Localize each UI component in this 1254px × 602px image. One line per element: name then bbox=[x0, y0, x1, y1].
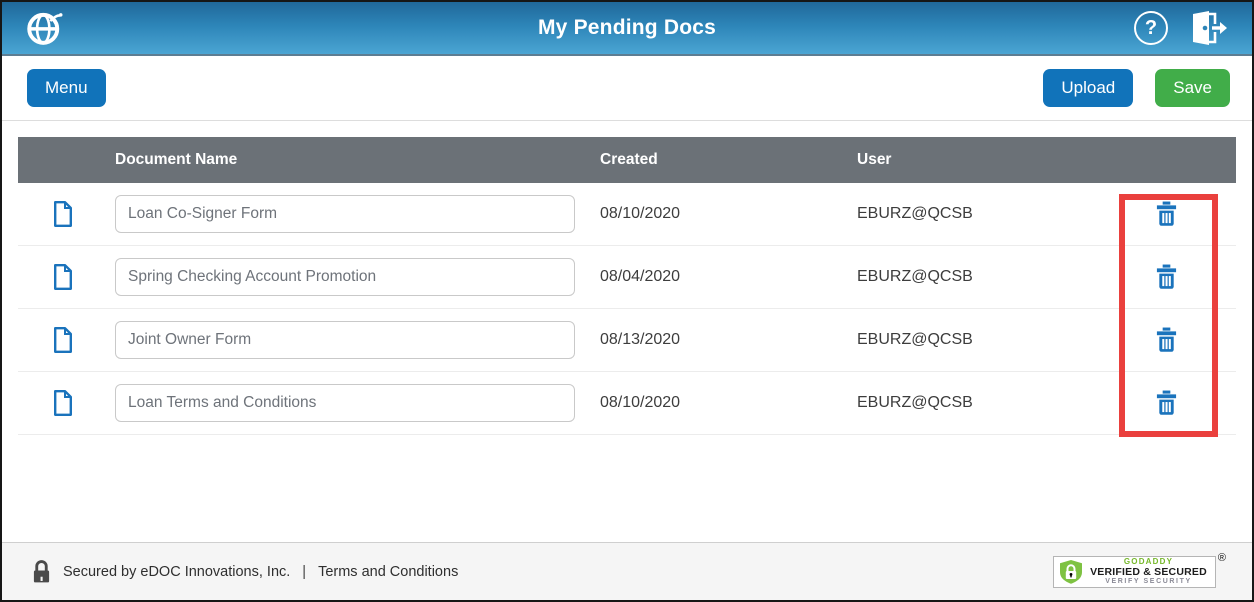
pending-docs-table: Document Name Created User 08/10/2020 EB… bbox=[18, 137, 1236, 435]
godaddy-verified-seal[interactable]: GODADDY VERIFIED & SECURED VERIFY SECURI… bbox=[1053, 555, 1216, 588]
table-header-row: Document Name Created User bbox=[18, 137, 1236, 183]
upload-button[interactable]: Upload bbox=[1043, 68, 1134, 108]
menu-button[interactable]: Menu bbox=[27, 68, 106, 108]
table-row: 08/10/2020 EBURZ@QCSB bbox=[18, 183, 1236, 246]
toolbar: Menu Upload Save bbox=[2, 56, 1252, 121]
document-name-cell bbox=[108, 258, 588, 296]
document-name-cell bbox=[108, 195, 588, 233]
column-header-document-name: Document Name bbox=[115, 151, 238, 168]
row-actions bbox=[1096, 386, 1236, 420]
created-date: 08/10/2020 bbox=[600, 394, 681, 411]
app-header: My Pending Docs ? bbox=[2, 2, 1252, 56]
delete-button[interactable] bbox=[1151, 323, 1182, 357]
row-actions bbox=[1096, 197, 1236, 231]
registered-mark: ® bbox=[1217, 551, 1226, 564]
app-footer: Secured by eDOC Innovations, Inc. | Term… bbox=[2, 542, 1252, 600]
delete-button[interactable] bbox=[1151, 197, 1182, 231]
table-row: 08/13/2020 EBURZ@QCSB bbox=[18, 309, 1236, 372]
shield-lock-icon bbox=[1060, 559, 1083, 584]
row-actions bbox=[1096, 260, 1236, 294]
column-header-created: Created bbox=[600, 151, 658, 168]
document-icon bbox=[18, 327, 108, 353]
document-name-input[interactable] bbox=[115, 321, 575, 359]
header-actions: ? bbox=[1134, 10, 1230, 46]
delete-button[interactable] bbox=[1151, 260, 1182, 294]
document-icon bbox=[18, 390, 108, 416]
seal-brand: GODADDY bbox=[1123, 557, 1174, 567]
document-name-input[interactable] bbox=[115, 258, 575, 296]
help-icon[interactable]: ? bbox=[1134, 11, 1168, 45]
document-name-input[interactable] bbox=[115, 384, 575, 422]
user-id: EBURZ@QCSB bbox=[857, 268, 973, 285]
main-content: Document Name Created User 08/10/2020 EB… bbox=[2, 121, 1252, 542]
document-icon bbox=[18, 264, 108, 290]
created-date: 08/13/2020 bbox=[600, 331, 681, 348]
user-id: EBURZ@QCSB bbox=[857, 205, 973, 222]
delete-button[interactable] bbox=[1151, 386, 1182, 420]
seal-line1: VERIFIED & SECURED bbox=[1090, 565, 1207, 578]
terms-and-conditions-link[interactable]: Terms and Conditions bbox=[318, 563, 459, 580]
document-icon bbox=[18, 201, 108, 227]
user-id: EBURZ@QCSB bbox=[857, 331, 973, 348]
row-actions bbox=[1096, 323, 1236, 357]
seal-text: GODADDY VERIFIED & SECURED VERIFY SECURI… bbox=[1090, 557, 1207, 585]
column-header-user: User bbox=[857, 151, 892, 168]
page-title: My Pending Docs bbox=[537, 16, 717, 39]
document-name-cell bbox=[108, 384, 588, 422]
lock-icon bbox=[33, 560, 50, 583]
security-seal-area: GODADDY VERIFIED & SECURED VERIFY SECURI… bbox=[1053, 552, 1226, 588]
globe-icon bbox=[27, 12, 63, 45]
secured-by-text: Secured by eDOC Innovations, Inc. bbox=[63, 563, 291, 580]
toolbar-right: Upload Save bbox=[1043, 68, 1230, 108]
seal-line2: VERIFY SECURITY bbox=[1105, 577, 1192, 585]
table-row: 08/10/2020 EBURZ@QCSB bbox=[18, 372, 1236, 435]
created-date: 08/04/2020 bbox=[600, 268, 681, 285]
document-name-input[interactable] bbox=[115, 195, 575, 233]
save-button[interactable]: Save bbox=[1155, 68, 1230, 108]
document-name-cell bbox=[108, 321, 588, 359]
logout-icon[interactable] bbox=[1186, 10, 1230, 46]
created-date: 08/10/2020 bbox=[600, 205, 681, 222]
user-id: EBURZ@QCSB bbox=[857, 394, 973, 411]
footer-separator: | bbox=[302, 563, 307, 580]
table-row: 08/04/2020 EBURZ@QCSB bbox=[18, 246, 1236, 309]
